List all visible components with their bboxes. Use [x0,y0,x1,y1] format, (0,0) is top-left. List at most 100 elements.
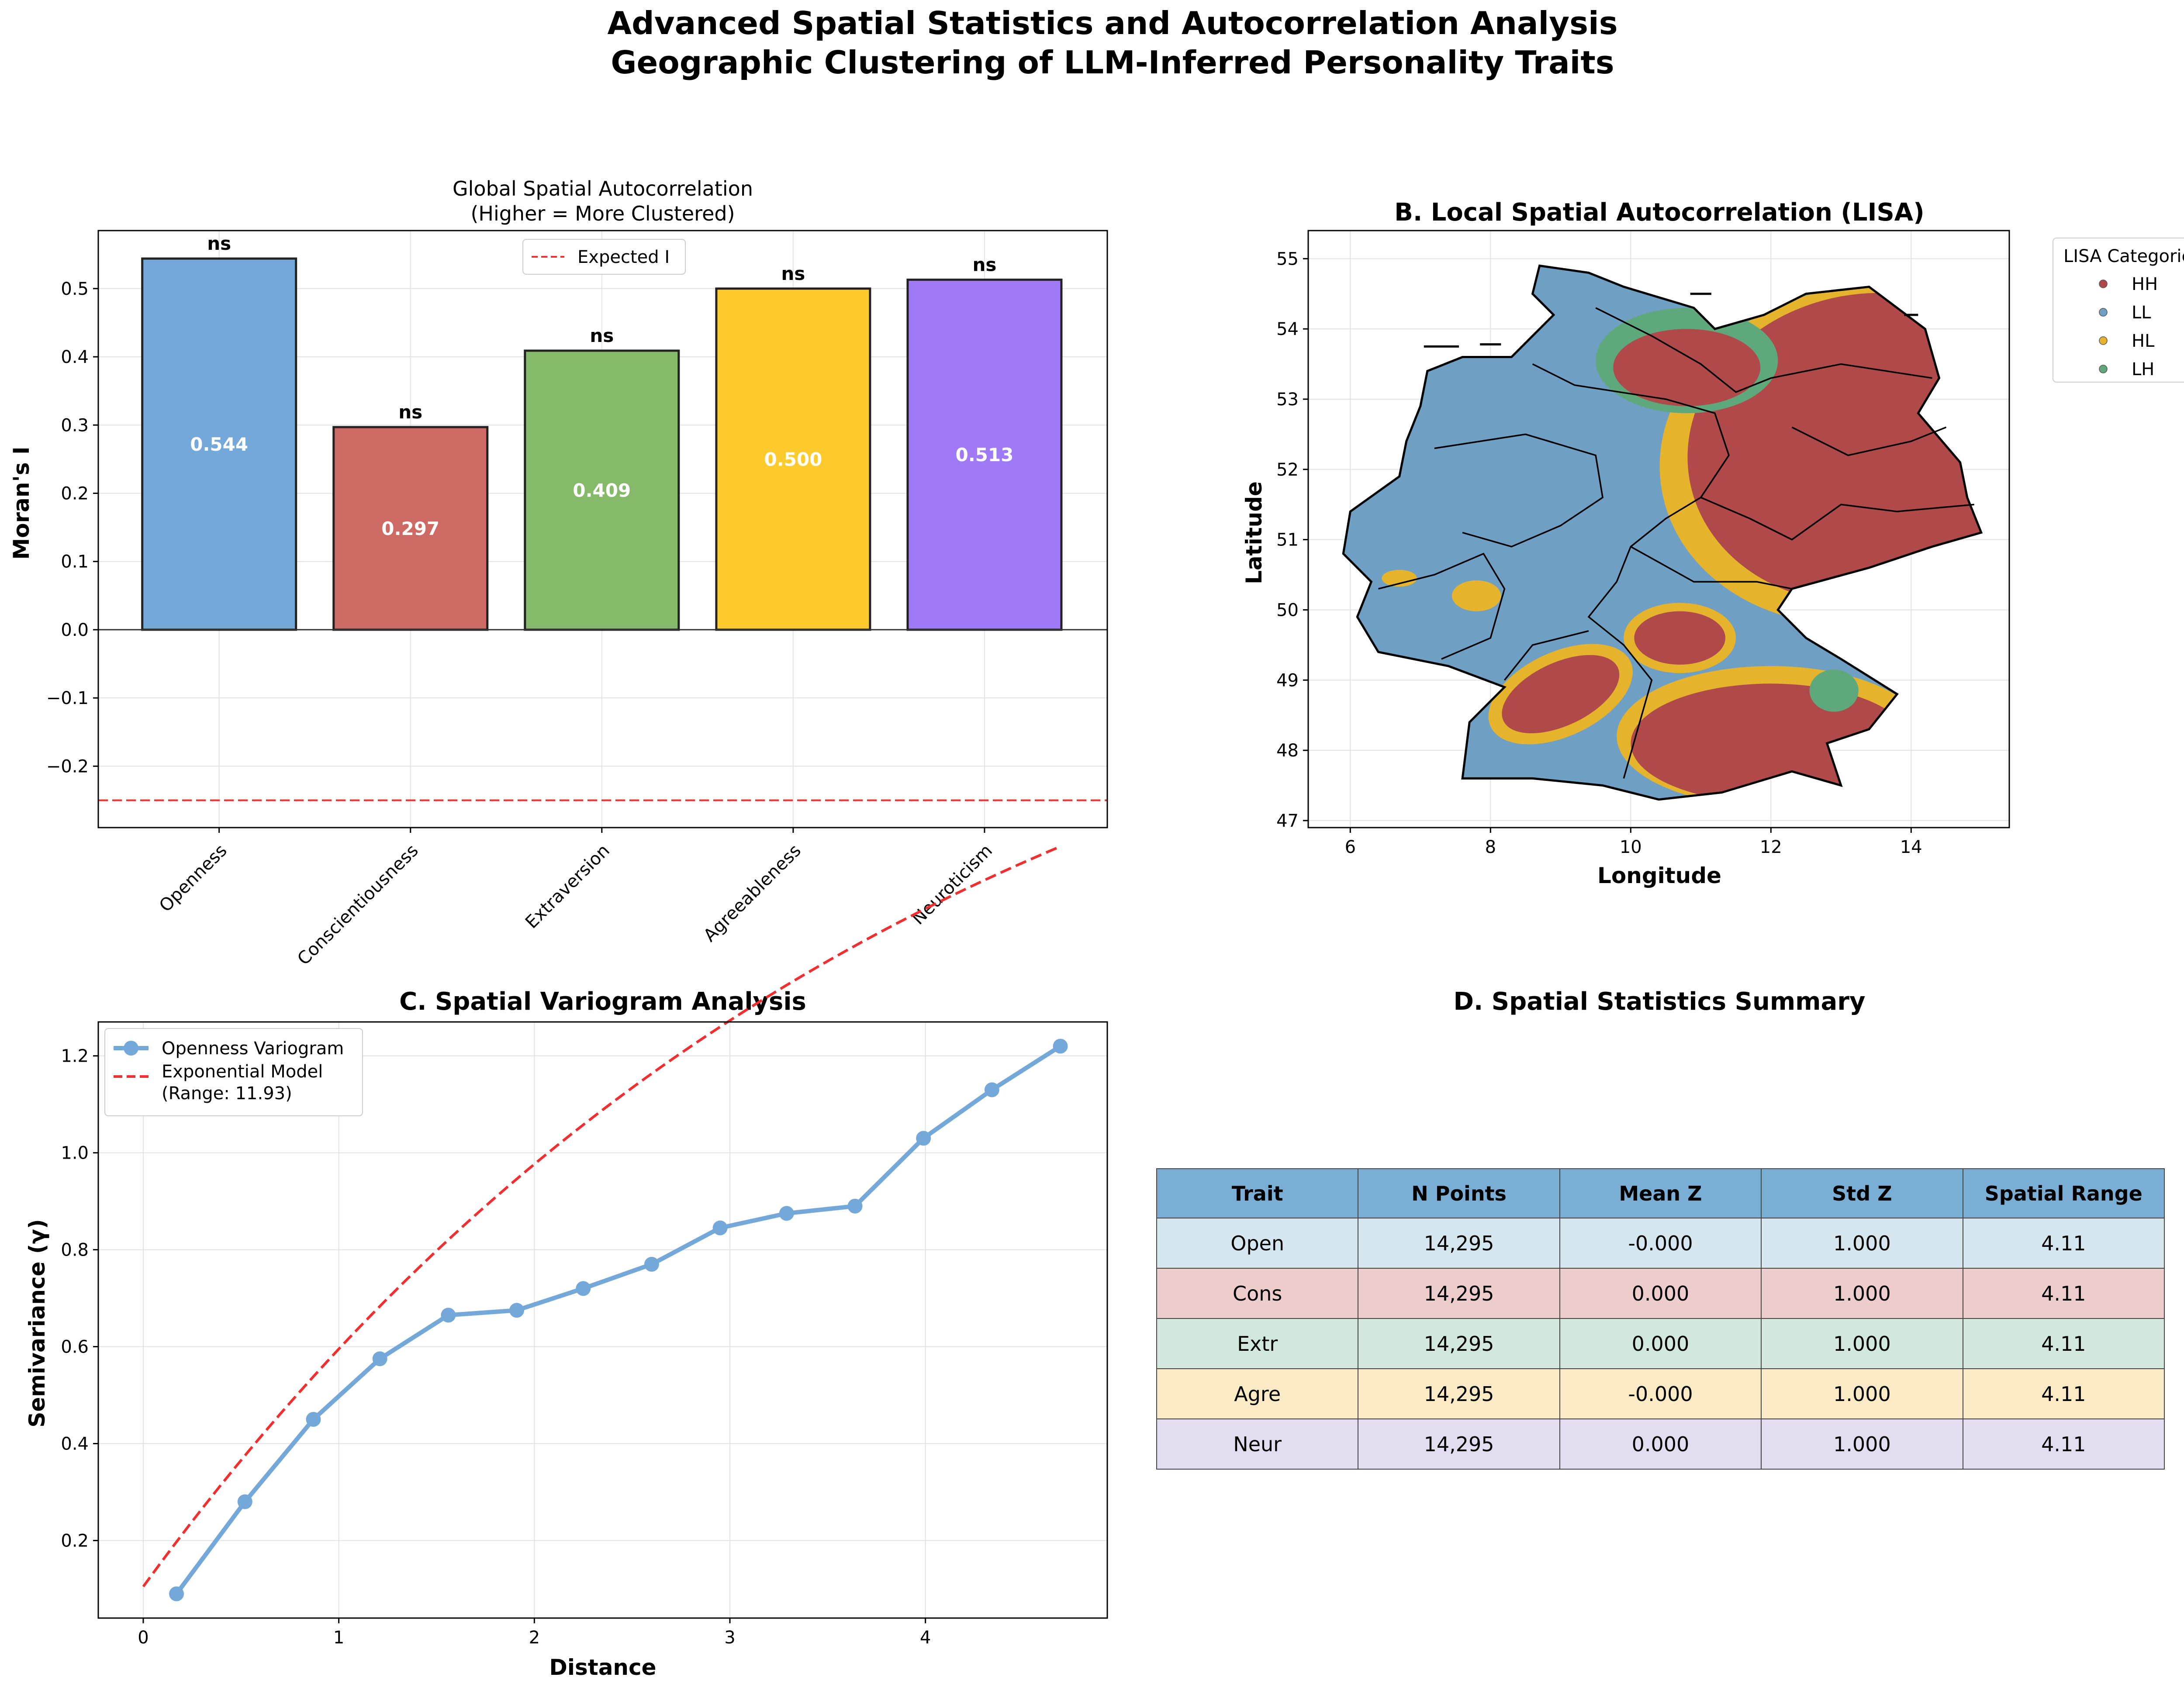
x-tick-label: 6 [1345,837,1356,857]
x-tick-label: 1 [333,1628,344,1648]
y-tick-label: 0.4 [61,347,89,367]
table-cell: 4.11 [1962,1368,2165,1419]
variogram-point [644,1256,659,1272]
variogram-point [441,1308,456,1323]
y-tick-label: 55 [1276,249,1299,269]
variogram-point [1053,1039,1068,1054]
x-tick-label: 4 [920,1628,931,1648]
legend-label: LH [2132,359,2154,380]
x-tick-label: 10 [1620,837,1642,857]
x-tick-label: 12 [1760,837,1782,857]
table-cell: Agre [1156,1368,1359,1419]
legend-title: LISA Categories [2063,246,2184,266]
panel-b-xlabel: Longitude [1597,863,1721,888]
table-cell: Open [1156,1218,1359,1269]
table-row: Cons 14,295 0.000 1.000 4.11 [1156,1268,2165,1319]
significance-label: ns [207,233,231,254]
y-tick-label: 0.5 [61,279,89,299]
y-tick-label: −0.2 [46,756,89,776]
region-hl [1382,569,1417,587]
bar [332,426,489,631]
table-cell: 14,295 [1358,1418,1560,1470]
variogram-point [779,1206,794,1221]
country-outline [1342,264,1983,801]
axes-frame [1307,230,2010,828]
table-row: Agre 14,295 -0.000 1.000 4.11 [1156,1368,2165,1419]
panel-d-summary: D. Spatial Statistics Summary [1454,987,1866,1016]
state-border [1378,552,1506,660]
state-border [1630,546,1792,590]
state-border [1595,307,1932,393]
summary-table: Trait N Points Mean Z Std Z Spatial Rang… [1156,1168,2165,1470]
panel-c-title: C. Spatial Variogram Analysis [399,987,806,1016]
table-cell: 4.11 [1962,1268,2165,1319]
state-border [1504,630,1589,681]
panel-b-ylabel: Latitude [1241,481,1267,584]
table-cell: 4.11 [1962,1218,2165,1269]
table-cell: -0.000 [1559,1218,1762,1269]
state-border [1700,497,1974,541]
bar-value-label: 0.409 [573,480,631,501]
x-tick-label: 8 [1485,837,1496,857]
y-tick-label: 47 [1276,811,1299,831]
table-header-cell: Trait [1156,1168,1359,1218]
region-hh [1613,329,1761,407]
table-cell: 1.000 [1761,1418,1963,1470]
variogram-point [847,1198,863,1214]
y-tick-label: 0.8 [61,1240,89,1260]
legend-label: Expected I [577,247,670,267]
y-tick-label: 0.3 [61,415,89,435]
y-tick-label: 0.4 [61,1434,89,1454]
table-cell: 1.000 [1761,1368,1963,1419]
bar-value-label: 0.500 [764,449,822,470]
legend-box [104,1028,363,1116]
y-tick-label: 0.1 [61,552,89,572]
table-header-cell: Mean Z [1559,1168,1762,1218]
axes-frame [97,1021,1108,1619]
state-border [1434,433,1604,548]
bar [715,287,871,631]
figure-title-line1: Advanced Spatial Statistics and Autocorr… [607,5,1617,41]
legend-marker [2099,308,2108,317]
table-cell: Neur [1156,1418,1359,1470]
table-header-cell: N Points [1358,1168,1560,1218]
table-header-cell: Std Z [1761,1168,1963,1218]
figure-title-line2: Geographic Clustering of LLM-Inferred Pe… [611,44,1614,81]
y-tick-label: 0.2 [61,483,89,504]
table-cell: 4.11 [1962,1418,2165,1470]
x-tick-label: 0 [138,1628,149,1648]
legend-marker [124,1041,138,1056]
y-tick-label: 50 [1276,600,1299,620]
variogram-point [306,1412,321,1427]
legend-label: HL [2132,331,2155,351]
panel-b-title: B. Local Spatial Autocorrelation (LISA) [1394,198,1924,227]
variogram-point [237,1494,252,1509]
legend-label: HH [2132,274,2158,294]
y-tick-label: 0.2 [61,1531,89,1551]
legend-label: (Range: 11.93) [162,1084,292,1104]
table-cell: 0.000 [1559,1418,1762,1470]
table-cell: 0.000 [1559,1268,1762,1319]
variogram-point [576,1281,591,1296]
variogram-point [372,1351,387,1367]
bar [906,278,1063,631]
bar-value-label: 0.544 [190,434,248,455]
panel-d-title: D. Spatial Statistics Summary [1454,987,1866,1016]
state-border [1532,363,1730,779]
y-tick-label: 54 [1276,319,1299,339]
y-tick-label: −0.1 [46,688,89,708]
table-row: Extr 14,295 0.000 1.000 4.11 [1156,1318,2165,1369]
significance-label: ns [972,254,996,275]
bar-value-label: 0.297 [381,518,439,539]
variogram-point [712,1220,728,1235]
y-tick-label: 48 [1276,741,1299,761]
table-cell: 14,295 [1358,1218,1560,1269]
table-cell: 14,295 [1358,1268,1560,1319]
panel-a-ylabel: Moran's I [9,446,34,559]
x-tick-label: 2 [529,1628,540,1648]
panel-c-xlabel: Distance [549,1655,656,1680]
state-border [1791,426,1947,456]
legend-box [2053,238,2184,383]
region-hh [1502,655,1620,734]
